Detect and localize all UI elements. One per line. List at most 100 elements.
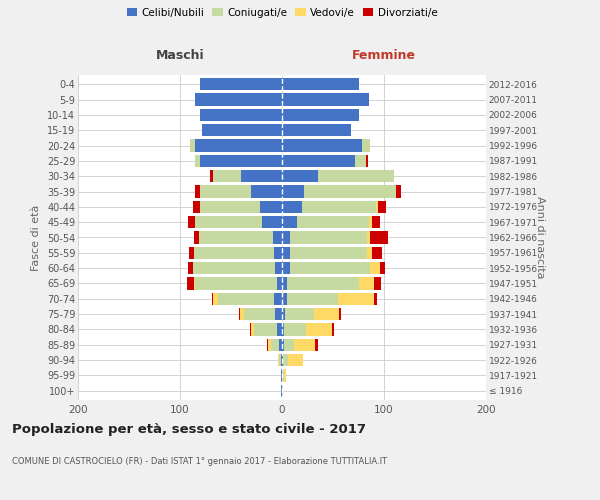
Bar	[396, 185, 401, 198]
Bar	[304, 185, 396, 198]
Bar	[282, 277, 287, 290]
Y-axis label: Anni di nascita: Anni di nascita	[535, 196, 545, 279]
Bar	[287, 292, 338, 305]
Bar	[284, 338, 294, 351]
Bar	[267, 338, 268, 351]
Bar	[200, 78, 282, 90]
Bar	[282, 323, 284, 336]
Bar	[274, 246, 282, 259]
Bar	[283, 354, 288, 366]
Bar	[282, 231, 290, 244]
Bar	[196, 139, 282, 152]
Bar	[282, 185, 304, 198]
Bar	[370, 262, 380, 274]
Bar	[282, 308, 285, 320]
Bar	[378, 200, 386, 213]
Bar	[240, 308, 244, 320]
Bar	[244, 308, 275, 320]
Bar	[370, 231, 388, 244]
Bar	[277, 277, 282, 290]
Text: Femmine: Femmine	[352, 49, 416, 62]
Bar	[374, 292, 377, 305]
Bar	[282, 292, 287, 305]
Bar	[250, 323, 251, 336]
Bar	[338, 292, 374, 305]
Bar	[332, 323, 334, 336]
Bar	[196, 185, 200, 198]
Bar	[273, 231, 282, 244]
Bar	[282, 78, 359, 90]
Bar	[254, 323, 277, 336]
Bar	[359, 277, 374, 290]
Bar	[200, 200, 260, 213]
Bar	[194, 277, 196, 290]
Bar	[282, 200, 302, 213]
Bar	[314, 338, 318, 351]
Bar	[274, 292, 282, 305]
Bar	[282, 108, 359, 121]
Bar	[355, 154, 365, 167]
Bar	[339, 308, 341, 320]
Bar	[196, 154, 200, 167]
Bar	[318, 170, 394, 182]
Bar	[200, 185, 251, 198]
Bar	[282, 262, 290, 274]
Text: COMUNE DI CASTROCIELO (FR) - Dati ISTAT 1° gennaio 2017 - Elaborazione TUTTITALI: COMUNE DI CASTROCIELO (FR) - Dati ISTAT …	[12, 458, 387, 466]
Bar	[282, 338, 284, 351]
Bar	[241, 170, 282, 182]
Bar	[187, 277, 194, 290]
Bar	[282, 354, 283, 366]
Bar	[290, 231, 367, 244]
Bar	[282, 124, 352, 136]
Bar	[193, 262, 275, 274]
Bar	[367, 246, 372, 259]
Bar	[279, 354, 281, 366]
Bar	[284, 323, 307, 336]
Bar	[294, 338, 314, 351]
Bar	[367, 231, 370, 244]
Bar	[199, 231, 273, 244]
Bar	[194, 231, 199, 244]
Bar	[194, 246, 274, 259]
Bar	[369, 216, 372, 228]
Bar	[200, 108, 282, 121]
Bar	[285, 308, 314, 320]
Bar	[290, 246, 367, 259]
Bar	[282, 139, 362, 152]
Bar	[200, 154, 282, 167]
Bar	[279, 338, 282, 351]
Bar	[374, 277, 381, 290]
Bar	[193, 200, 200, 213]
Bar	[202, 124, 282, 136]
Bar	[282, 216, 298, 228]
Bar	[275, 262, 282, 274]
Bar	[209, 170, 212, 182]
Bar	[262, 216, 282, 228]
Bar	[288, 354, 304, 366]
Bar	[277, 323, 282, 336]
Bar	[298, 216, 369, 228]
Bar	[282, 246, 290, 259]
Bar	[190, 139, 196, 152]
Bar	[372, 246, 382, 259]
Bar	[282, 93, 369, 106]
Bar	[271, 338, 279, 351]
Bar	[380, 262, 385, 274]
Bar	[281, 354, 282, 366]
Bar	[196, 93, 282, 106]
Legend: Celibi/Nubili, Coniugati/e, Vedovi/e, Divorziati/e: Celibi/Nubili, Coniugati/e, Vedovi/e, Di…	[127, 8, 437, 18]
Bar	[189, 246, 194, 259]
Bar	[376, 200, 378, 213]
Bar	[251, 185, 282, 198]
Bar	[362, 139, 370, 152]
Bar	[365, 154, 368, 167]
Bar	[314, 308, 339, 320]
Bar	[212, 170, 241, 182]
Bar	[287, 277, 359, 290]
Bar	[196, 277, 277, 290]
Bar	[188, 262, 193, 274]
Bar	[281, 369, 282, 382]
Bar	[260, 200, 282, 213]
Bar	[290, 262, 370, 274]
Bar	[302, 200, 376, 213]
